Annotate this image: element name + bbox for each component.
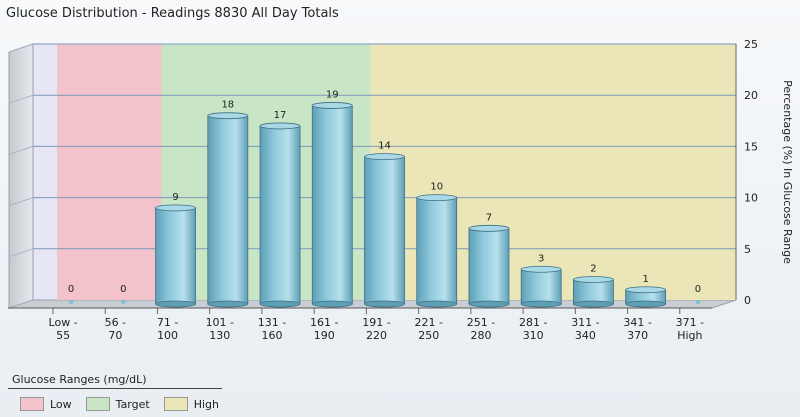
x-tick-label-line2: 220 — [366, 329, 387, 342]
bar-base — [468, 300, 510, 308]
y-tick-label: 25 — [744, 38, 758, 51]
chart-left-wall — [8, 43, 34, 309]
bar-zero-marker — [68, 300, 74, 304]
y-tick-label: 10 — [744, 192, 758, 205]
data-label: 10 — [430, 182, 443, 193]
x-tick-label-line2: 250 — [418, 329, 439, 342]
gridline-wall — [8, 299, 34, 309]
bar-zero-marker — [120, 300, 126, 304]
bar-top — [311, 102, 353, 109]
x-tick-label-line2: 130 — [209, 329, 230, 342]
y-tick-label: 5 — [744, 243, 751, 256]
bar-top — [155, 204, 196, 212]
x-tick-label-line1: 131 - — [258, 316, 286, 329]
bar — [520, 268, 562, 305]
x-tick-label-line1: 71 - — [157, 316, 178, 329]
y-tick-label: 20 — [744, 89, 758, 102]
x-tick-label-line2: 100 — [157, 329, 178, 342]
bar-base — [573, 300, 614, 308]
bar-base — [155, 300, 196, 308]
gridline-wall — [8, 248, 34, 258]
bar-base — [259, 300, 301, 308]
y-axis-label: Percentage (%) In Glucose Range — [781, 80, 794, 264]
legend-label-high: High — [193, 397, 219, 411]
data-label: 9 — [172, 192, 178, 203]
y-tick-label: 0 — [744, 294, 751, 307]
gridline-wall — [8, 43, 34, 53]
data-label: 14 — [378, 141, 391, 152]
y-tick-label: 15 — [744, 140, 758, 153]
data-label: 0 — [695, 284, 701, 295]
bar — [468, 227, 510, 305]
x-tick-label-line1: 341 - — [623, 316, 651, 329]
bar-top — [573, 276, 614, 283]
range-band-low — [57, 44, 162, 300]
x-tick-label-line2: 160 — [262, 329, 283, 342]
x-tick-label-line1: 281 - — [519, 316, 547, 329]
legend-swatch-high — [163, 397, 188, 411]
gridline-wall — [8, 145, 34, 155]
x-tick-label-line2: High — [677, 329, 702, 342]
gridline-wall — [8, 197, 34, 207]
x-tick-label-line1: 251 - — [467, 316, 495, 329]
bar-base — [311, 300, 353, 308]
x-tick-label-line2: 190 — [314, 329, 335, 342]
data-label: 0 — [120, 284, 126, 295]
x-tick-label-line1: 101 - — [206, 316, 234, 329]
x-tick-label-line2: 340 — [575, 329, 596, 342]
bar-top — [207, 112, 249, 120]
data-label: 3 — [538, 253, 544, 264]
bar — [573, 279, 614, 305]
bar — [207, 115, 249, 305]
legend-title: Glucose Ranges (mg/dL) — [8, 373, 222, 389]
legend-swatch-low — [20, 397, 44, 411]
bar-top — [520, 265, 562, 273]
legend-item-target: Target — [85, 397, 150, 411]
data-label: 18 — [221, 100, 234, 111]
bar-top — [364, 153, 405, 161]
bar-base — [520, 300, 562, 308]
legend-item-high: High — [163, 397, 219, 411]
data-label: 7 — [486, 212, 492, 223]
bar-base — [364, 300, 405, 308]
x-tick-label-line2: 55 — [56, 329, 70, 342]
data-label: 0 — [68, 284, 74, 295]
bar — [416, 197, 458, 305]
bar — [259, 125, 301, 305]
x-tick-label-line1: 221 - — [414, 316, 442, 329]
bar — [311, 105, 353, 305]
bar-top — [416, 194, 458, 202]
x-tick-label-line2: 280 — [470, 329, 491, 342]
x-tick-label-line1: 371 - — [676, 316, 704, 329]
bar-base — [207, 300, 249, 308]
legend-label-low: Low — [50, 397, 72, 411]
bar-zero-marker — [695, 300, 701, 304]
x-tick-label-line2: 310 — [523, 329, 544, 342]
x-tick-label-line1: 191 - — [362, 316, 390, 329]
x-tick-label-line2: 70 — [108, 329, 122, 342]
bar — [364, 156, 405, 305]
bar-top — [625, 286, 667, 294]
data-label: 1 — [642, 274, 648, 285]
bar-top — [259, 122, 301, 130]
x-tick-label-line1: 56 - — [105, 316, 126, 329]
legend: Glucose Ranges (mg/dL) Low Target High — [8, 373, 223, 411]
x-tick-label-line2: 370 — [627, 329, 648, 342]
data-label: 2 — [590, 264, 596, 275]
legend-swatch-target — [85, 397, 110, 411]
legend-label-target: Target — [115, 397, 150, 411]
bar-base — [416, 300, 458, 308]
x-tick-label-line1: 311 - — [571, 316, 599, 329]
legend-item-low: Low — [20, 397, 72, 411]
x-tick-label-line1: Low - — [49, 316, 78, 329]
bar-base — [625, 300, 667, 308]
x-tick-label-line1: 161 - — [310, 316, 338, 329]
gridline-wall — [8, 94, 34, 104]
bar-top — [468, 224, 510, 232]
data-label: 17 — [274, 110, 287, 121]
bar — [155, 207, 196, 305]
chart-title: Glucose Distribution - Readings 8830 All… — [6, 6, 339, 21]
data-label: 19 — [326, 89, 339, 100]
